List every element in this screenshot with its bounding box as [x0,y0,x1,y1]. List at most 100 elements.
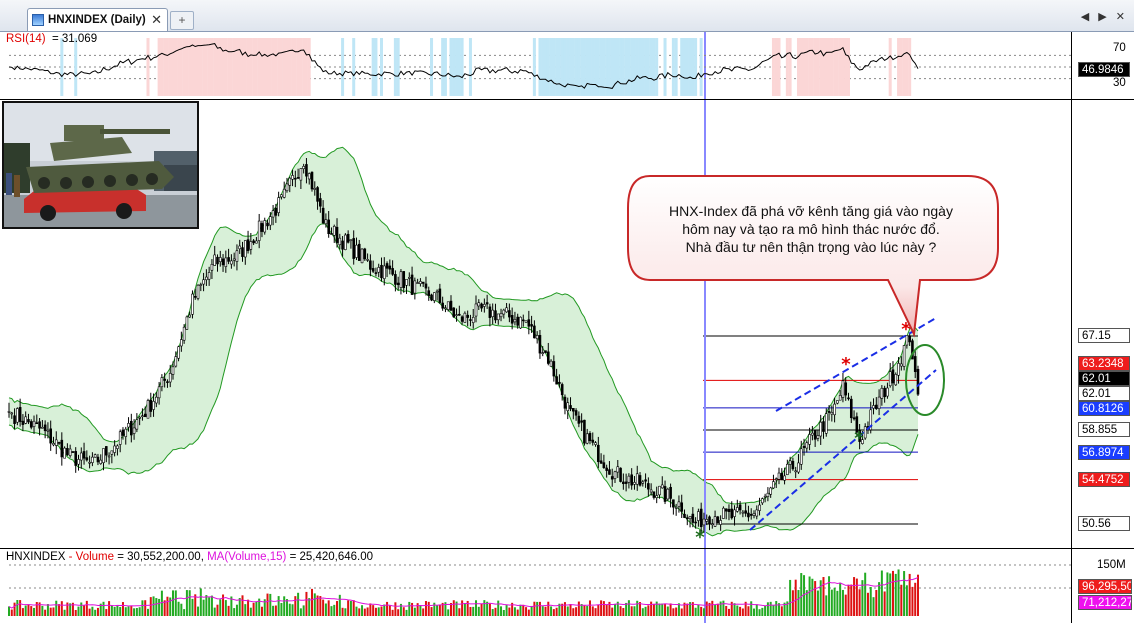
volume-bar [116,605,119,616]
candle-body [307,173,311,180]
candle-body [152,401,155,410]
volume-bar [800,573,803,616]
volume-bar [183,609,186,616]
volume-bar [408,601,411,616]
volume-bar [258,598,261,616]
rsi-panel[interactable]: RSI(14) = 31.069 70 30 46.9846 [0,32,1134,100]
candle-body [346,233,350,243]
candle-body [366,259,369,261]
volume-bar [285,599,288,616]
candle-body [744,510,747,514]
volume-bar [8,606,10,616]
rsi-oversold-mark [599,38,603,96]
candle-body [232,258,236,261]
rsi-overbought-mark [185,38,189,96]
price-label: 56.8974 [1078,445,1130,460]
volume-bar [577,601,580,616]
volume-bar [305,591,308,616]
volume-bar [108,601,111,616]
volume-bar [27,604,30,616]
tab-nav-buttons[interactable]: ◀ ▶ ✕ [1080,11,1128,23]
candle-body [613,471,617,479]
candle-body [544,350,547,354]
candle-body [399,271,403,288]
rsi-overbought-mark [291,38,295,96]
volume-bar [21,608,24,616]
candle-body [841,380,845,398]
candle-body [727,508,731,512]
candle-body [127,423,130,428]
candle-body [883,387,886,398]
candle-body [838,395,842,401]
candle-body [583,419,586,444]
candle-body [91,456,94,463]
volume-bar [783,602,786,616]
close-icon[interactable]: ✕ [151,12,162,27]
volume-panel[interactable]: HNXINDEX - Volume = 30,552,200.00, MA(Vo… [0,549,1134,623]
volume-bar [575,607,578,616]
volume-bar [83,605,86,616]
price-panel[interactable]: * * * * 67.15 63.2348 62.01 62.01 60.8126 58.855… [0,100,1134,549]
candle-body [913,356,917,372]
candle-body [763,495,767,498]
candle-body [54,439,58,446]
volume-bar [527,609,530,616]
candle-body [166,381,169,383]
volume-bar [449,602,452,616]
candle-body [488,306,492,318]
candle-body [182,326,186,341]
candle-body [355,244,358,258]
candle-body [558,381,561,384]
volume-bar [794,579,797,616]
volume-bar [689,602,692,616]
candle-body [10,412,14,415]
rsi-overbought-mark [235,38,239,96]
volume-bar [60,601,63,616]
volume-bar [383,604,386,616]
candle-body [269,216,272,226]
volume-bar [324,603,327,616]
ma-volume-current-label: 71,212,27 [1078,595,1132,610]
volume-bar [216,604,219,616]
volume-bar [875,590,878,616]
candle-body [221,258,225,266]
rsi-overbought-mark [813,38,817,96]
breakdown-ellipse [905,344,945,416]
volume-bar [394,602,397,616]
volume-bar [677,603,680,616]
candle-body [811,432,814,436]
candle-body [413,280,417,294]
rsi-oversold-mark [591,38,595,96]
rsi-oversold-mark [379,38,383,96]
candle-body [574,410,578,416]
volume-bar [683,602,686,616]
candle-body [224,257,228,267]
rsi-overbought-mark [202,38,206,96]
rsi-overbought-mark [179,38,183,96]
rsi-overbought-mark [249,38,253,96]
candle-body [794,470,797,473]
volume-bar [741,608,744,616]
ma-volume-label: MA(Volume,15) [207,551,287,563]
rsi-oversold-mark [532,38,536,96]
volume-tick-150m: 150M [1097,559,1126,571]
volume-bar [708,602,711,616]
candle-body [863,426,867,439]
rsi-oversold-mark [616,38,620,96]
candle-body [677,501,681,507]
candle-body [691,513,695,523]
candle-body [722,507,725,519]
candle-body [396,282,400,286]
volume-bar [99,603,102,616]
tab-hnxindex[interactable]: HNXINDEX (Daily) ✕ [27,8,168,31]
volume-bar [199,588,202,616]
volume-bar [811,578,814,616]
new-tab-button[interactable]: + [170,11,194,30]
volume-bar [274,605,277,616]
volume-bar [205,595,208,616]
rsi-oversold-mark [580,38,584,96]
rsi-oversold-mark [74,38,78,96]
candlesticks [7,158,920,534]
volume-bar [24,605,27,616]
volume-bar [900,584,903,616]
